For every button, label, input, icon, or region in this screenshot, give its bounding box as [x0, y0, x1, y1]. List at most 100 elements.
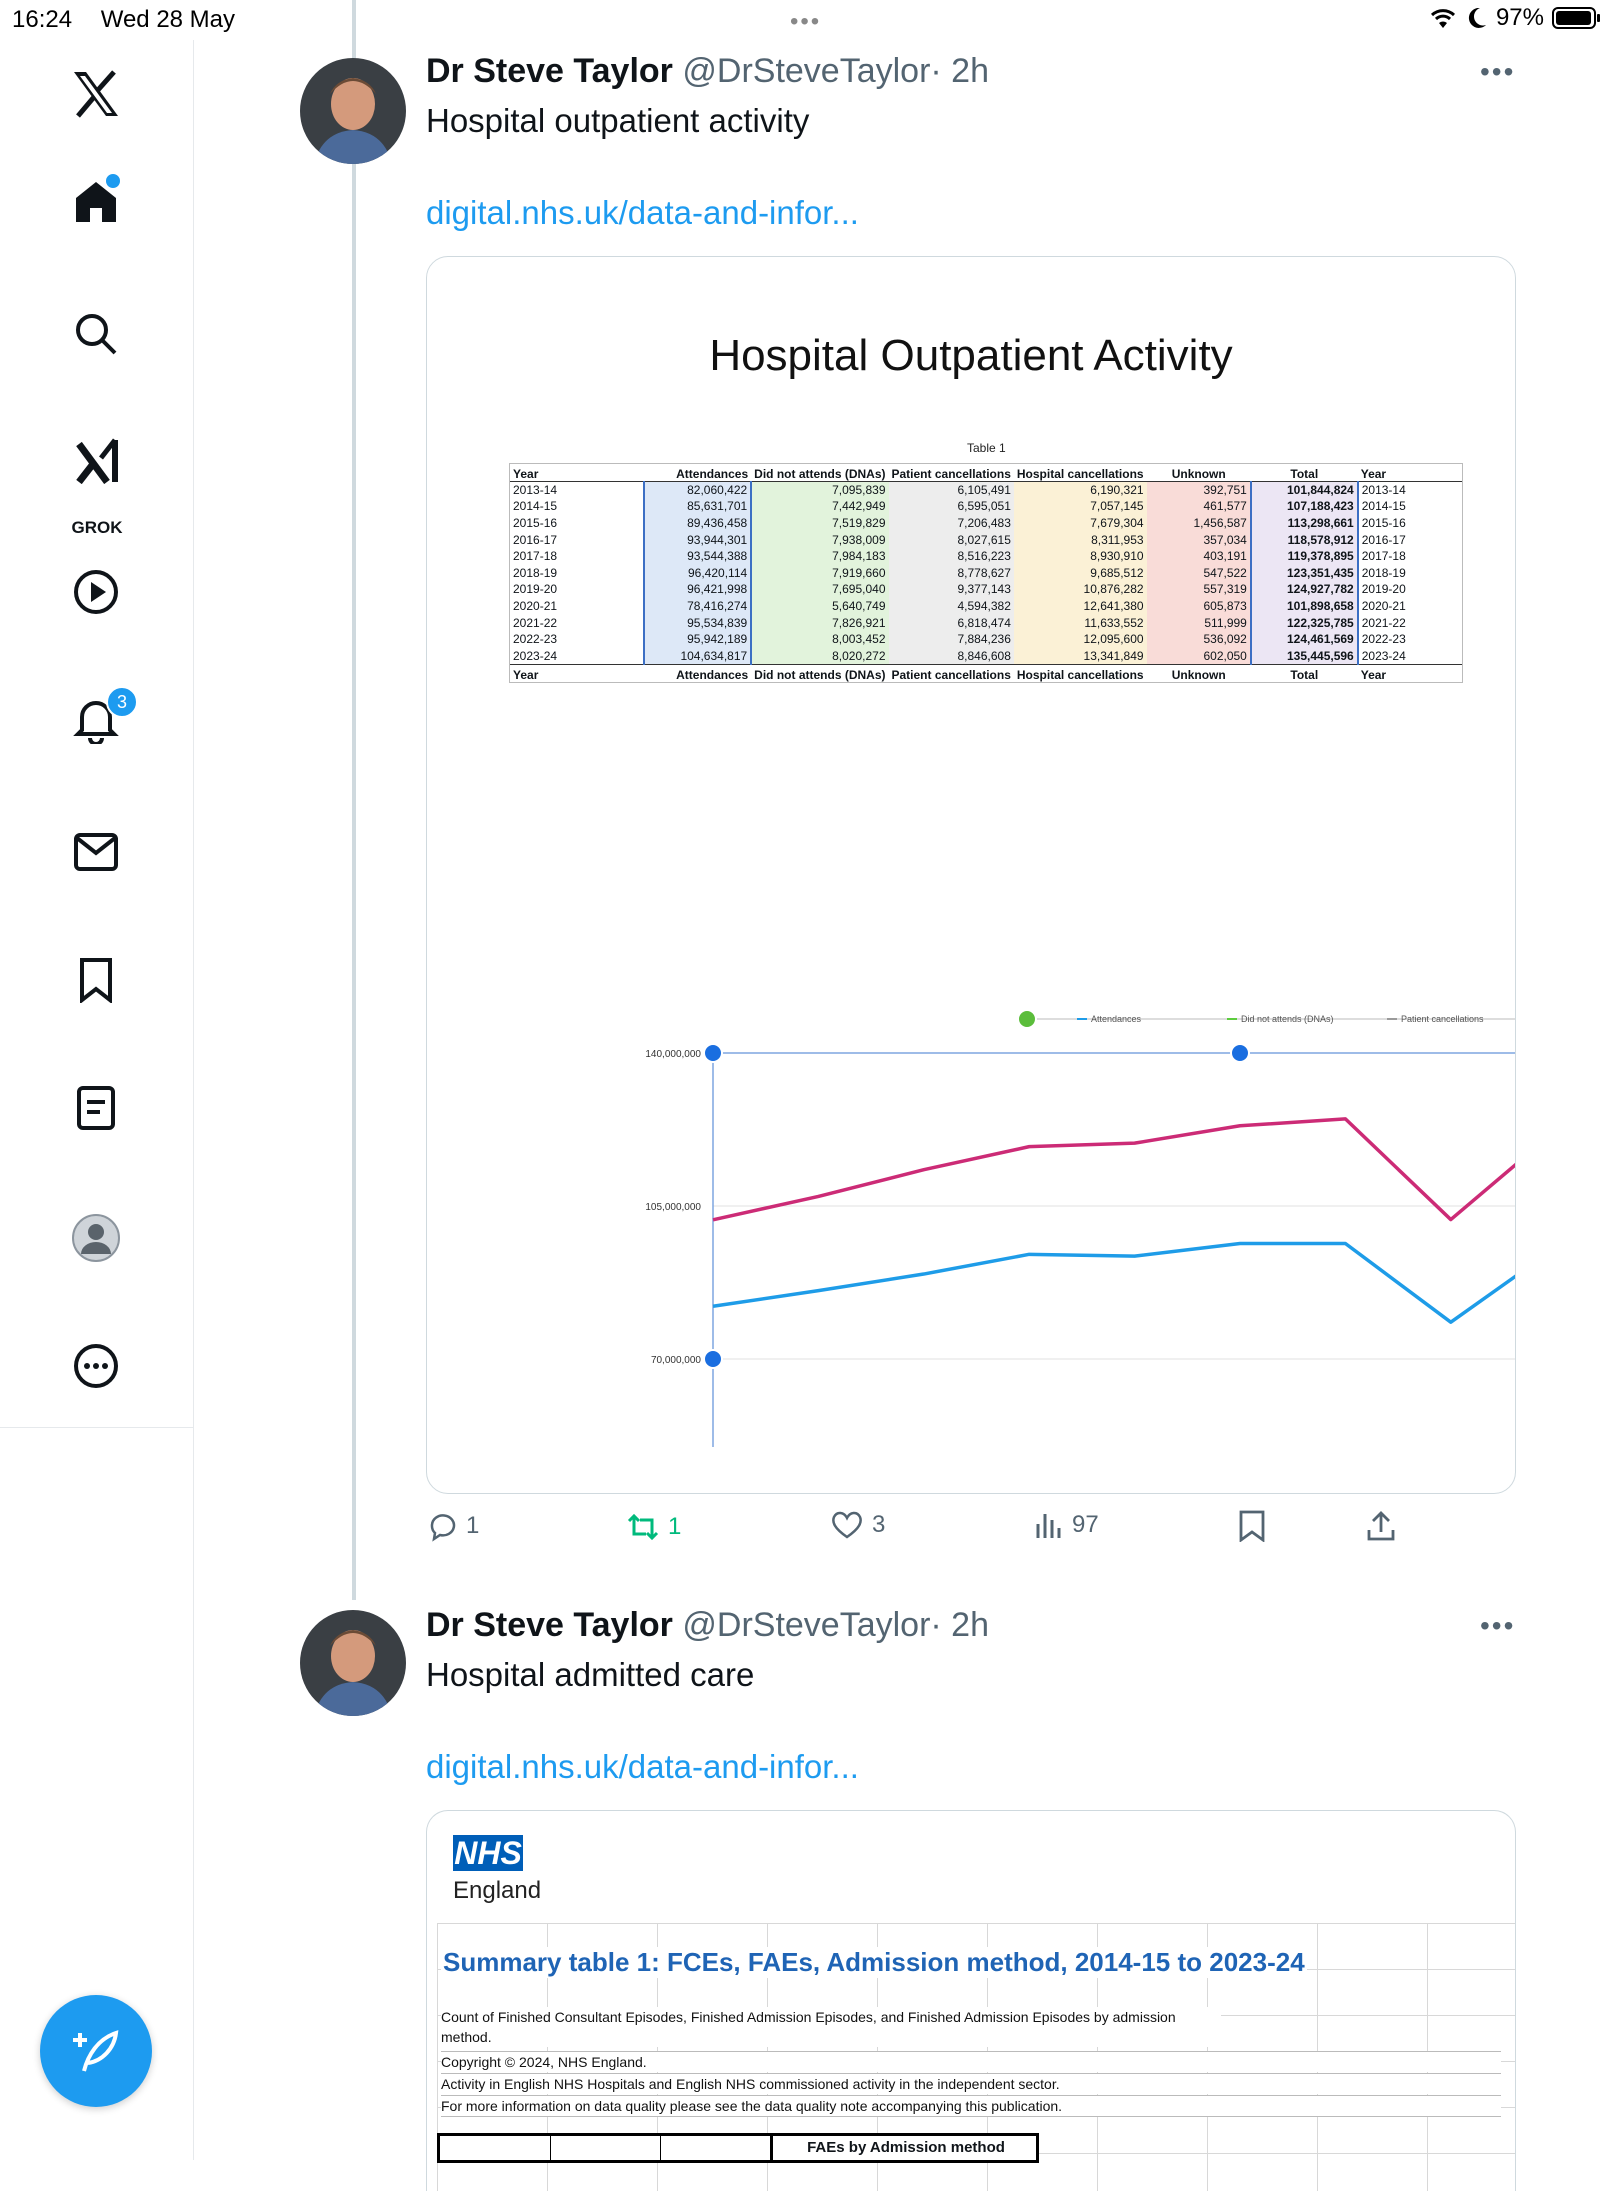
bookmark-icon: [1239, 1510, 1265, 1542]
table-cell: 602,050: [1146, 647, 1251, 665]
table-cell: 8,516,223: [888, 547, 1014, 565]
table-cell: 12,641,380: [1013, 597, 1147, 615]
table-cell: 7,884,236: [888, 630, 1014, 648]
table-cell: 2017-18: [1361, 549, 1406, 564]
selection-handle: [1230, 1043, 1250, 1063]
bookmarks-icon[interactable]: [68, 952, 124, 1008]
table-cell: 104,634,817: [642, 647, 753, 665]
compose-post-button[interactable]: [40, 1995, 152, 2107]
table-cell: 2015-16: [513, 516, 558, 531]
tweet-time-2: · 2h: [930, 1606, 989, 1644]
messages-envelope-icon[interactable]: [68, 824, 124, 880]
author-handle[interactable]: @DrSteveTaylor: [682, 52, 931, 90]
table-row: 2022-23 95,942,189 8,003,452 7,884,236 12,09…: [510, 630, 1462, 648]
home-icon[interactable]: [68, 172, 124, 230]
table-cell: 7,919,660: [751, 564, 889, 582]
table-cell: 1,456,587: [1146, 514, 1251, 532]
table-cell: 2020-21: [1361, 599, 1406, 614]
wifi-icon: [1430, 9, 1455, 28]
grok-icon[interactable]: [68, 432, 124, 488]
selection-handle: [703, 1043, 723, 1063]
table-row: 2016-17 93,944,301 7,938,009 8,027,615 8,311…: [510, 531, 1462, 548]
table-cell: 7,095,839: [751, 481, 889, 499]
author-avatar[interactable]: [300, 58, 406, 164]
table-cell: 557,319: [1146, 581, 1251, 598]
multitask-dots-icon[interactable]: •••: [790, 8, 822, 35]
table-cell: 7,519,829: [751, 514, 889, 532]
table-cell: 123,351,435: [1249, 564, 1359, 582]
table-cell: 7,206,483: [888, 514, 1014, 532]
table-cell: 124,927,782: [1249, 581, 1359, 598]
table-cell: 118,578,912: [1249, 531, 1359, 548]
summary-title: Summary table 1: FCEs, FAEs, Admission m…: [441, 1947, 1307, 1978]
x-logo-icon[interactable]: [68, 66, 124, 122]
table-cell: 93,944,301: [642, 531, 753, 548]
like-button[interactable]: 3: [830, 1510, 885, 1540]
table-body: 2013-14 82,060,422 7,095,839 6,105,491 6,190…: [510, 481, 1462, 665]
author-handle-2[interactable]: @DrSteveTaylor: [682, 1606, 931, 1644]
table-row: 2014-15 85,631,701 7,442,949 6,595,051 7,057…: [510, 498, 1462, 515]
author-name[interactable]: Dr Steve Taylor: [426, 52, 673, 90]
repost-count: 1: [668, 1513, 682, 1540]
table-cell: 135,445,596: [1249, 647, 1359, 665]
reply-count: 1: [466, 1512, 480, 1539]
table-cell: 8,027,615: [888, 531, 1014, 548]
table-cell: 2021-22: [513, 615, 558, 630]
lists-icon[interactable]: [68, 1080, 124, 1136]
search-icon[interactable]: [68, 306, 124, 362]
sheet-header-row: FAEs by Admission method: [437, 2133, 1039, 2163]
repost-button[interactable]: 1: [626, 1512, 681, 1542]
table-cell: 4,594,382: [888, 597, 1014, 615]
heart-icon: [832, 1511, 862, 1539]
tweet-link[interactable]: digital.nhs.uk/data-and-infor...: [426, 194, 859, 231]
table-row: 2018-19 96,420,114 7,919,660 8,778,627 9,685…: [510, 564, 1462, 582]
views-button[interactable]: 97: [1034, 1510, 1099, 1540]
legend-label: Did not attends (DNAs): [1241, 1014, 1334, 1024]
footer-hospital-cancellations: Hospital cancellations: [1016, 667, 1144, 682]
moon-icon: [1468, 7, 1486, 28]
table-cell: 78,416,274: [642, 597, 753, 615]
reply-button[interactable]: 1: [426, 1510, 479, 1542]
data-table: Year Attendances Did not attends (DNAs) …: [510, 464, 1462, 682]
image-title: Hospital Outpatient Activity: [709, 331, 1233, 380]
table-cell: 95,942,189: [642, 630, 753, 648]
table-cell: 605,873: [1146, 597, 1251, 615]
footer-unknown: Unknown: [1171, 667, 1226, 682]
table-cell: 107,188,423: [1249, 498, 1359, 515]
bookmark-button[interactable]: [1238, 1510, 1266, 1542]
author-name-2[interactable]: Dr Steve Taylor: [426, 1606, 673, 1644]
header-year-right: Year: [1360, 466, 1387, 481]
table-cell: 8,020,272: [751, 647, 889, 665]
tweet-image-card[interactable]: Hospital Outpatient Activity Table 1 Yea…: [426, 256, 1516, 1494]
more-circle-icon[interactable]: [68, 1338, 124, 1394]
y-tick-label: 70,000,000: [651, 1355, 701, 1366]
nhs-logo-subtitle: England: [453, 1877, 542, 1904]
tweet-more-options-icon[interactable]: •••: [1480, 56, 1516, 87]
share-button[interactable]: [1366, 1510, 1396, 1542]
video-play-icon[interactable]: [68, 564, 124, 620]
battery-percent: 97%: [1495, 4, 1544, 31]
tweet-image-card-2[interactable]: NHS England Summary table 1: FCEs, FAEs,…: [426, 1810, 1516, 2191]
header-year: Year: [513, 466, 539, 481]
tweet-link-2[interactable]: digital.nhs.uk/data-and-infor...: [426, 1748, 859, 1785]
table-cell: 8,930,910: [1013, 547, 1147, 565]
battery-icon: [1552, 7, 1600, 29]
notifications-badge: 3: [106, 686, 138, 718]
table-cell: 2019-20: [1361, 582, 1406, 597]
profile-avatar-icon[interactable]: [68, 1210, 124, 1266]
table-cell: 2021-22: [1361, 615, 1406, 630]
table-cell: 7,057,145: [1013, 498, 1147, 515]
table-cell: 461,577: [1146, 498, 1251, 515]
table-cell: 2014-15: [1361, 499, 1406, 514]
nhs-logo: NHS: [453, 1835, 523, 1871]
table-cell: 2019-20: [513, 582, 558, 597]
author-avatar-2[interactable]: [300, 1610, 406, 1716]
tweet-more-options-icon-2[interactable]: •••: [1480, 1610, 1516, 1641]
y-tick-label: 105,000,000: [645, 1202, 701, 1213]
table-caption: Table 1: [967, 441, 1006, 455]
faes-header-cell: FAEs by Admission method: [770, 2136, 1039, 2160]
table-cell: 6,190,321: [1013, 481, 1147, 499]
table-cell: 6,595,051: [888, 498, 1014, 515]
table-cell: 122,325,785: [1249, 614, 1359, 631]
notifications-bell-icon[interactable]: 3: [68, 686, 138, 748]
